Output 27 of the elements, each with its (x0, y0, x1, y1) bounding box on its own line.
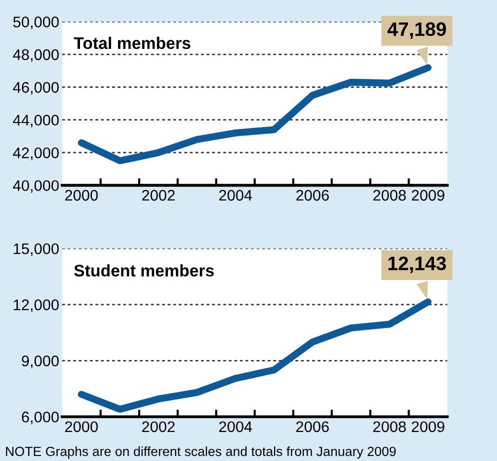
y-tick-label: 40,000 (12, 180, 59, 193)
y-tick-label: 9,000 (22, 356, 59, 368)
x-tick-label: 2006 (296, 190, 329, 201)
x-tick-label: 2006 (296, 421, 329, 432)
x-tick-label: 2009 (412, 421, 444, 432)
text: NOTE Graphs are on different scales and totals from January 2009 (6, 446, 396, 459)
y-tick-label: 48,000 (12, 49, 59, 62)
x-tick-label: 2008 (373, 421, 406, 432)
y-tick-label: 15,000 (14, 243, 59, 256)
x-tick-label: 2000 (65, 190, 98, 201)
y-tick-label: 6,000 (22, 412, 59, 424)
y-tick-label: 42,000 (12, 147, 59, 160)
y-tick-label: 12,000 (14, 299, 59, 312)
y-tick-label: 50,000 (13, 16, 59, 30)
x-tick-label: 2009 (412, 190, 444, 201)
annotation: 12,143 (388, 256, 446, 274)
x-tick-label: 2008 (373, 190, 406, 201)
text: Student members (74, 264, 214, 277)
x-tick-label: 2002 (142, 190, 175, 201)
y-tick-label: 44,000 (12, 114, 59, 128)
annotation: 47,189 (387, 22, 446, 39)
y-tick-label: 46,000 (12, 82, 59, 95)
x-tick-label: 2004 (219, 190, 252, 201)
x-tick-label: 2002 (142, 421, 175, 432)
x-tick-label: 2000 (65, 421, 98, 432)
x-tick-label: 2004 (219, 421, 252, 432)
text: Total members (74, 36, 190, 50)
